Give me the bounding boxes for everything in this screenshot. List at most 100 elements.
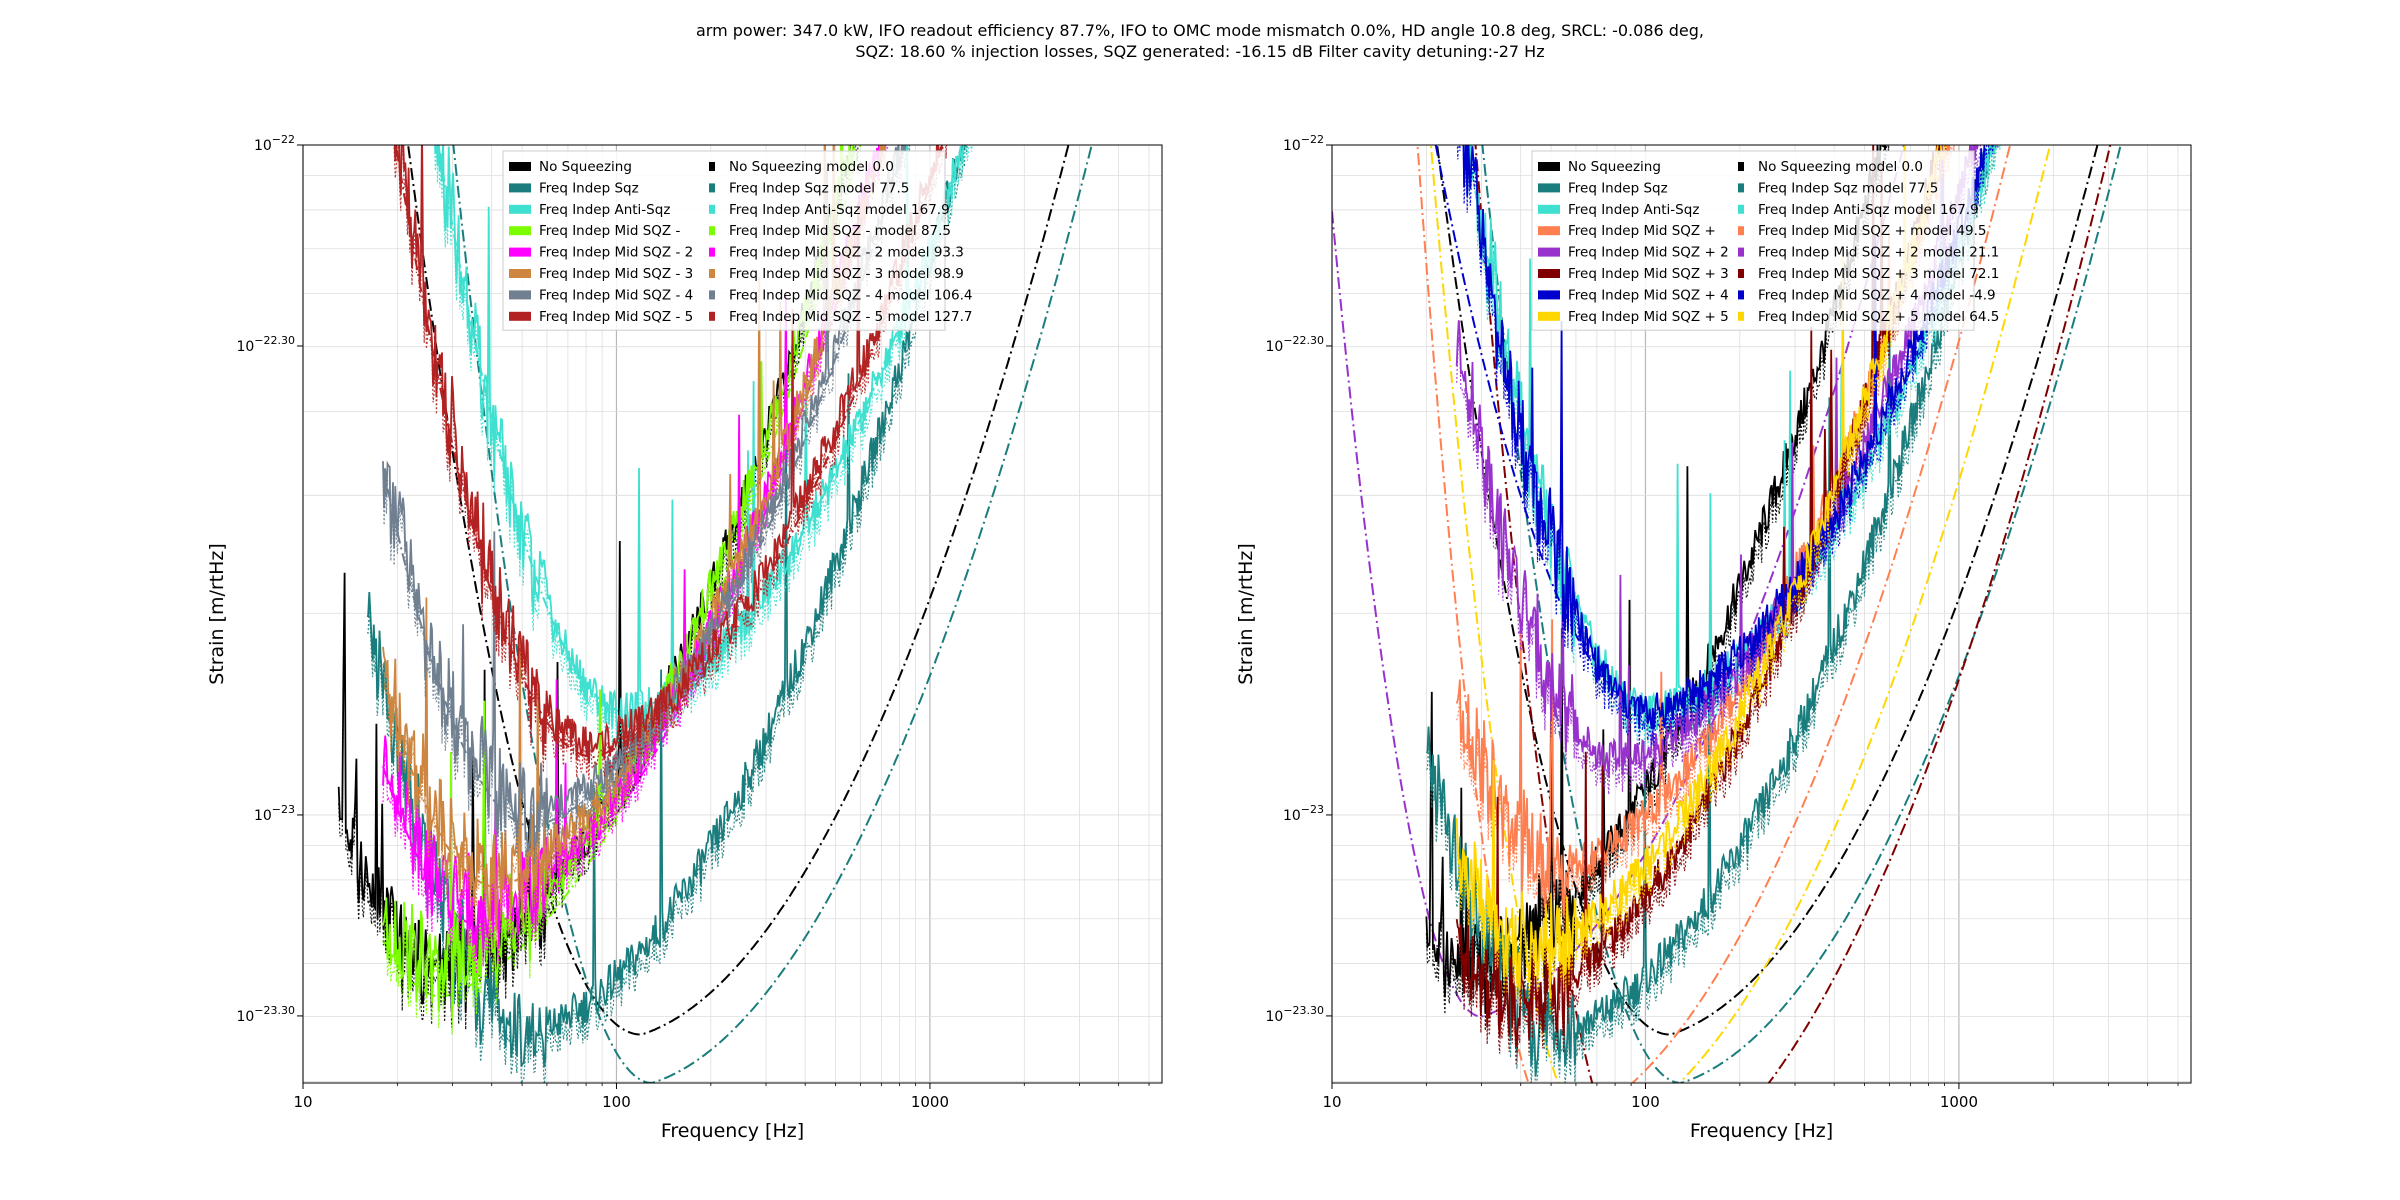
left-legend-swatch [509, 269, 531, 278]
right-legend-label: Freq Indep Mid SQZ + model 49.5 [1758, 223, 1986, 239]
right-series-line-7 [1455, 145, 1947, 999]
left-legend-swatch [709, 204, 715, 214]
right-legend-swatch [1538, 269, 1560, 278]
right-legend-swatch [1538, 204, 1560, 214]
left-legend-label: Freq Indep Mid SQZ - 2 [539, 245, 693, 261]
right-legend-swatch [1738, 311, 1744, 321]
right-legend-label: Freq Indep Anti-Sqz model 167.9 [1758, 202, 1979, 218]
left-ytick-label: 10−22 [254, 133, 295, 154]
right-legend-swatch [1738, 269, 1744, 278]
right-legend-swatch [1538, 290, 1560, 300]
right-legend-label: Freq Indep Mid SQZ + 3 [1568, 266, 1729, 282]
left-ytick-label: 10−23 [254, 803, 295, 824]
left-series-line-7 [393, 145, 943, 764]
right-ytick-label: 10−23 [1283, 803, 1324, 824]
right-legend-label: Freq Indep Mid SQZ + 2 model 21.1 [1758, 245, 1999, 261]
right-legend-label: Freq Indep Mid SQZ + 5 model 64.5 [1758, 309, 1999, 325]
figure-title-line-1: arm power: 347.0 kW, IFO readout efficie… [695, 21, 1705, 40]
right-xtick-label: 1000 [1940, 1093, 1978, 1111]
left-legend-swatch [709, 162, 715, 171]
left-ylabel: Strain [m/rtHz] [206, 543, 228, 685]
left-ytick-label: 10−22.30 [236, 334, 295, 355]
right-legend-swatch [1538, 162, 1560, 171]
right-legend-swatch [1538, 247, 1560, 257]
left-legend-swatch [509, 311, 531, 321]
right-series-dotted-3 [1456, 145, 1955, 934]
right-legend-swatch [1738, 290, 1744, 300]
left-legend-swatch [509, 162, 531, 171]
right-legend-label: Freq Indep Sqz [1568, 180, 1668, 196]
left-series-line-6 [382, 145, 907, 852]
right-series-line-2 [1467, 145, 1996, 732]
right-series-dotted-4 [1456, 145, 1981, 795]
left-legend-label: No Squeezing [539, 159, 632, 175]
right-series-dotted-0 [1425, 145, 1890, 1031]
left-legend-label: Freq Indep Mid SQZ - [539, 223, 680, 239]
right-xtick-label: 10 [1322, 1093, 1341, 1111]
right-ytick-label: 10−22.30 [1265, 334, 1324, 355]
left-legend-label: Freq Indep Mid SQZ - 3 [539, 266, 693, 282]
left-legend-label: Freq Indep Mid SQZ - model 87.5 [729, 223, 951, 239]
right-model-line-0 [1436, 145, 2099, 1036]
left-series-line-1 [366, 145, 966, 1068]
right-model-line-1 [1481, 145, 2122, 1083]
right-xtick-label: 100 [1631, 1093, 1660, 1111]
left-series-dotted-6 [382, 145, 911, 869]
right-legend-swatch [1538, 226, 1560, 236]
left-series-dotted-1 [366, 145, 968, 1083]
right-legend-label: Freq Indep Mid SQZ + 5 [1568, 309, 1729, 325]
left-legend-box [502, 150, 946, 331]
left-legend-swatch [709, 247, 715, 257]
chart-left: 10 100 1000 10−22 10−22.30 10−23 10−23.30 Frequ… [206, 133, 1163, 1142]
right-legend-label: Freq Indep Mid SQZ + 2 [1568, 245, 1729, 261]
left-legend-label: Freq Indep Mid SQZ - 3 model 98.9 [729, 266, 964, 282]
right-model-line-7 [1429, 145, 2052, 1083]
left-plot-area [337, 145, 1093, 1083]
left-legend-swatch [709, 183, 715, 193]
left-legend-label: Freq Indep Mid SQZ - 2 model 93.3 [729, 245, 964, 261]
left-legend-swatch [509, 290, 531, 300]
left-legend-label: Freq Indep Mid SQZ - 5 [539, 309, 693, 325]
left-xtick-label: 10 [293, 1093, 312, 1111]
left-legend-label: Freq Indep Mid SQZ - 4 [539, 287, 693, 303]
right-ytick-label: 10−23.30 [1265, 1004, 1324, 1025]
left-series-line-2 [434, 145, 965, 732]
right-model-line-4 [1332, 145, 1906, 1018]
left-legend-swatch [709, 226, 715, 236]
right-series-dotted-6 [1456, 145, 1997, 746]
right-legend-box [1531, 150, 1975, 331]
left-legend-label: Freq Indep Sqz [539, 180, 639, 196]
right-series-dotted-5 [1456, 145, 1947, 1064]
right-series-dotted-1 [1425, 145, 1999, 1083]
left-legend-label: No Squeezing model 0.0 [729, 159, 894, 175]
right-plot-area [1332, 145, 2122, 1083]
right-legend-swatch [1738, 162, 1744, 171]
right-legend-swatch [1738, 183, 1744, 193]
left-legend: No Squeezing Freq Indep Sqz Freq Indep Ant… [502, 150, 973, 331]
left-axes-frame [302, 144, 1163, 1084]
left-model-line-1 [452, 145, 1093, 1083]
left-legend-label: Freq Indep Anti-Sqz [539, 202, 670, 218]
right-legend-label: Freq Indep Mid SQZ + 4 model -4.9 [1758, 287, 1996, 303]
right-legend-swatch [1538, 311, 1560, 321]
right-legend-label: No Squeezing [1568, 159, 1661, 175]
right-model-line-3 [1416, 145, 2012, 1083]
right-legend-swatch [1738, 226, 1744, 236]
left-legend-swatch [709, 311, 715, 321]
right-legend-label: Freq Indep Sqz model 77.5 [1758, 180, 1938, 196]
left-xtick-label: 1000 [911, 1093, 949, 1111]
left-legend-swatch [509, 226, 531, 236]
right-ytick-label: 10−22 [1283, 133, 1324, 154]
left-series-dotted-5 [382, 145, 887, 948]
right-series-line-1 [1425, 145, 1995, 1077]
right-legend-swatch [1538, 183, 1560, 193]
left-legend-label: Freq Indep Mid SQZ - 5 model 127.7 [729, 309, 973, 325]
left-legend-swatch [509, 183, 531, 193]
right-legend: No Squeezing Freq Indep Sqz Freq Indep Ant… [1531, 150, 1999, 331]
right-ylabel: Strain [m/rtHz] [1235, 543, 1257, 685]
left-legend-swatch [509, 247, 531, 257]
left-xlabel: Frequency [Hz] [661, 1120, 804, 1142]
left-series-line-5 [382, 145, 886, 931]
